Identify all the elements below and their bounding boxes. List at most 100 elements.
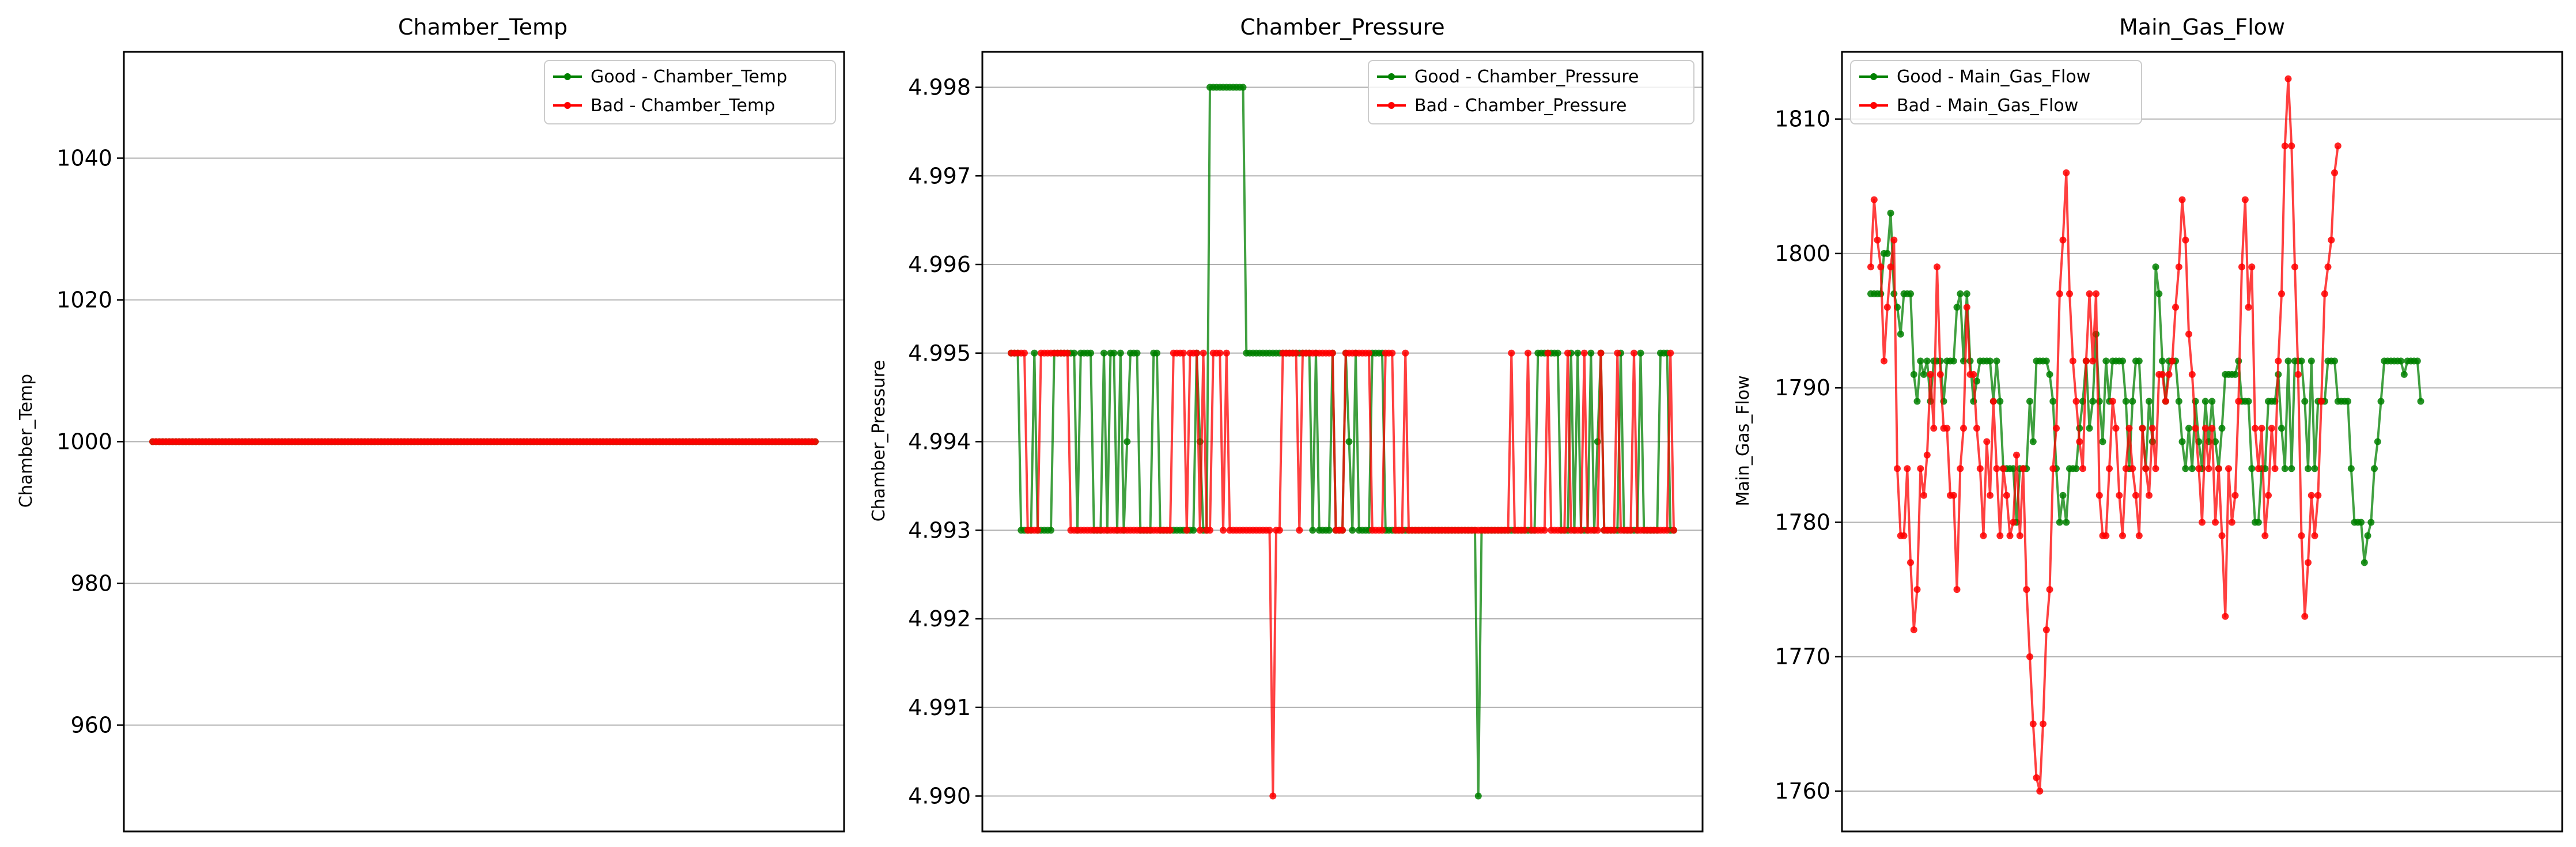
data-point [1110, 349, 1118, 357]
data-point [1993, 357, 2000, 365]
data-point [2146, 491, 2153, 499]
data-point [2033, 774, 2040, 781]
data-point [1877, 263, 1885, 271]
data-point [2258, 425, 2265, 432]
data-point [1021, 349, 1028, 357]
data-point [2063, 169, 2070, 176]
data-point [1220, 527, 1227, 534]
data-point [2195, 465, 2203, 472]
axes-frame [1841, 51, 2563, 833]
data-point [2261, 532, 2269, 539]
chart-title: Chamber_Temp [398, 14, 568, 40]
data-point [2109, 398, 2116, 405]
data-point [2291, 263, 2298, 271]
data-point [1064, 349, 1071, 357]
data-point [2056, 290, 2063, 297]
data-point [2305, 465, 2312, 472]
data-point [2321, 290, 2328, 297]
data-point [2069, 357, 2076, 365]
data-point [2225, 465, 2232, 472]
data-point [2301, 398, 2309, 405]
data-point [2255, 519, 2262, 526]
data-point [1276, 527, 1283, 534]
data-point [2040, 720, 2047, 728]
y-tick-label: 1020 [56, 288, 112, 313]
data-point [2201, 425, 2209, 432]
y-tick-label: 1800 [1775, 241, 1830, 266]
data-point [2139, 425, 2146, 432]
data-point [2201, 398, 2209, 405]
data-point [2165, 370, 2173, 378]
data-point [2112, 425, 2120, 432]
data-point [1930, 425, 1938, 432]
legend: Good - Chamber_Temp Bad - Chamber_Temp [544, 60, 836, 124]
data-point [2162, 398, 2169, 405]
legend-good-label: Good - Main_Gas_Flow [1897, 67, 2090, 87]
data-point [2129, 465, 2136, 472]
data-point [1957, 290, 1964, 297]
data-point [1508, 349, 1515, 357]
data-point [2125, 425, 2133, 432]
data-point [2148, 425, 2156, 432]
data-point [1913, 586, 1921, 593]
data-point [1525, 349, 1531, 357]
data-point [1133, 349, 1141, 357]
data-point [2178, 438, 2186, 445]
data-point [2245, 398, 2252, 405]
data-point [1124, 438, 1131, 445]
data-point [1989, 398, 1997, 405]
data-point [2241, 196, 2249, 203]
data-point [1953, 304, 1961, 311]
legend: Good - Chamber_Pressure Bad - Chamber_Pr… [1368, 60, 1694, 124]
y-axis-label: Main_Gas_Flow [1733, 375, 1753, 506]
y-axis-ticks: 4.990 4.991 4.992 4.993 4.994 4.995 4.996 4.997… [908, 75, 982, 809]
data-point [2238, 263, 2245, 271]
y-axis-label: Chamber_Temp [16, 374, 36, 508]
data-point [2116, 491, 2123, 499]
y-tick-label: 1790 [1775, 375, 1830, 400]
axes-frame [981, 51, 1704, 833]
data-point [1216, 349, 1224, 357]
data-point [2185, 425, 2192, 432]
legend-good-marker [564, 73, 571, 80]
bad-series-markers [149, 438, 819, 445]
y-tick-label: 4.998 [908, 75, 971, 100]
legend-good-marker [1870, 73, 1877, 80]
data-point [2152, 465, 2159, 472]
legend-good-label: Good - Chamber_Temp [591, 67, 787, 87]
data-point [1087, 349, 1094, 357]
data-point [2132, 491, 2139, 499]
y-tick-label: 1780 [1775, 509, 1830, 535]
data-point [2036, 788, 2044, 795]
data-point [1034, 527, 1041, 534]
data-point [1637, 349, 1644, 357]
data-point [2248, 465, 2256, 472]
data-point [1890, 236, 1898, 244]
data-point [1610, 527, 1618, 534]
data-point [2155, 290, 2163, 297]
data-point [2135, 357, 2143, 365]
data-point [812, 438, 819, 445]
data-point [1957, 465, 1964, 472]
data-point [1894, 465, 1901, 472]
data-point [2152, 263, 2159, 271]
data-point [2016, 532, 2023, 539]
data-point [2400, 370, 2408, 378]
data-point [2367, 519, 2375, 526]
data-point [2089, 398, 2097, 405]
data-point [1960, 425, 1967, 432]
data-point [2305, 559, 2312, 566]
data-point [2159, 370, 2166, 378]
data-point [1913, 398, 1921, 405]
data-point [2059, 236, 2067, 244]
data-point [2006, 532, 2014, 539]
data-point [1976, 465, 1984, 472]
y-tick-label: 4.996 [908, 252, 971, 277]
legend-box [1850, 60, 2142, 124]
data-point [2205, 465, 2212, 472]
data-point [1887, 209, 1894, 217]
data-point [2371, 465, 2378, 472]
data-point [1504, 527, 1512, 534]
